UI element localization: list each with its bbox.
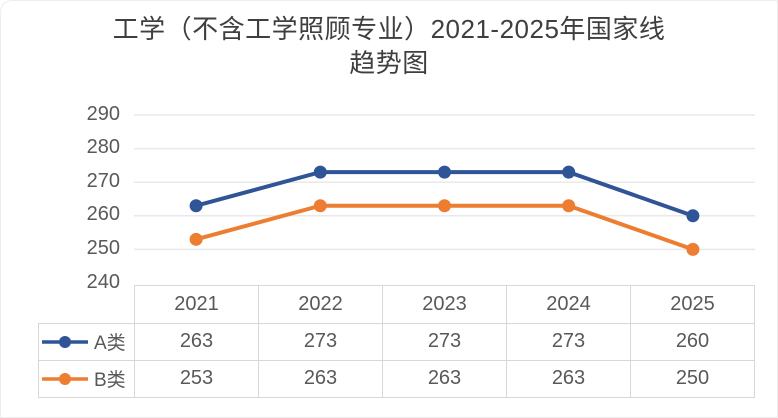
series-a-legend-icon	[42, 335, 88, 348]
legend-cell-series-a: A类	[38, 322, 135, 361]
table-row-series-b: B类 253 263 263 263 250	[38, 359, 755, 398]
data-point-B类-2021	[189, 232, 203, 246]
table-header-year: 2024	[506, 284, 631, 324]
y-axis: 240 250 260 270 280 290	[38, 102, 134, 293]
data-point-B类-2023	[438, 198, 451, 212]
data-point-B类-2025	[686, 242, 700, 256]
data-point-B类-2022	[313, 198, 327, 212]
series-line-B类	[195, 203, 694, 251]
data-point-B类-2024	[562, 198, 576, 212]
table-header-year: 2021	[134, 284, 259, 324]
table-value: 260	[630, 322, 755, 361]
table-value: 263	[382, 359, 507, 398]
chart-title-line-1: 工学（不含工学照顾专业）2021-2025年国家线	[112, 14, 666, 44]
table-row-series-a: A类 263 273 273 273 260	[38, 322, 755, 361]
table-value: 250	[630, 359, 755, 398]
y-axis-label: 250	[86, 237, 120, 260]
y-axis-label: 270	[86, 169, 120, 192]
series-b-label: B类	[94, 370, 126, 392]
table-header-year: 2023	[382, 284, 507, 324]
chart-area: 240 250 260 270 280 290	[38, 102, 755, 293]
table-value: 273	[258, 322, 383, 361]
y-axis-label: 240	[86, 270, 120, 293]
table-value: 263	[506, 359, 631, 398]
table-header-year: 2022	[258, 284, 383, 324]
table-value: 263	[134, 322, 259, 361]
data-point-A类-2024	[562, 165, 576, 179]
series-b-legend-icon	[42, 372, 88, 385]
table-header-row: 2021 2022 2023 2024 2025	[39, 284, 755, 324]
table-value: 273	[382, 322, 507, 361]
y-axis-label: 290	[86, 102, 120, 125]
chart-title: 工学（不含工学照顾专业）2021-2025年国家线 趋势图	[1, 13, 777, 81]
legend-cell-series-b: B类	[38, 359, 135, 398]
data-table: 2021 2022 2023 2024 2025 A类	[38, 284, 755, 398]
data-point-A类-2023	[438, 165, 451, 179]
table-value: 253	[134, 359, 259, 398]
data-point-A类-2022	[313, 165, 327, 179]
table-value: 263	[258, 359, 383, 398]
series-a-label: A类	[94, 333, 126, 355]
data-point-A类-2025	[686, 208, 700, 222]
table-header-year: 2025	[630, 284, 755, 324]
line-chart-plot	[134, 113, 755, 256]
y-axis-label: 280	[86, 136, 120, 159]
data-point-A类-2021	[189, 198, 203, 212]
table-value: 273	[506, 322, 631, 361]
y-axis-label: 260	[86, 203, 120, 226]
data-table-wrap: 2021 2022 2023 2024 2025 A类	[38, 284, 755, 398]
chart-title-line-2: 趋势图	[349, 47, 429, 78]
